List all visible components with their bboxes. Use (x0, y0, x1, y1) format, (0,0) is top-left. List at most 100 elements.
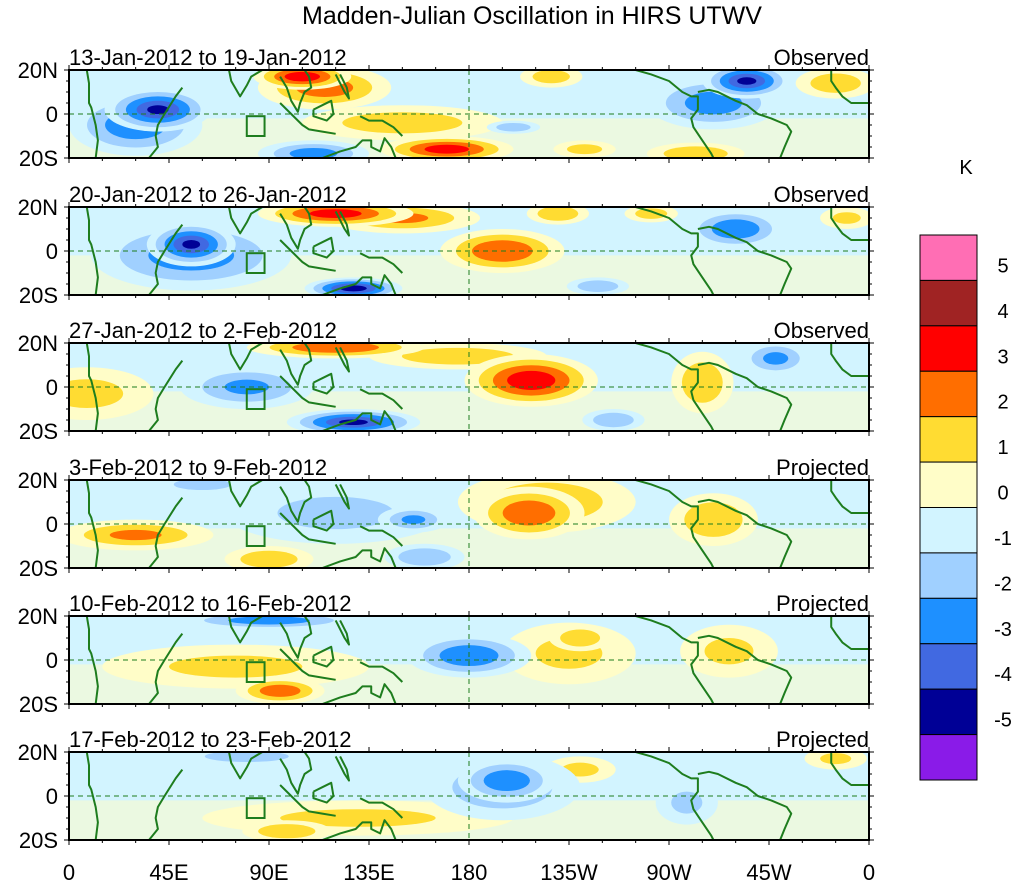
anomaly-contour (577, 280, 619, 292)
anomaly-contour (224, 379, 269, 395)
anomaly-contour (671, 791, 703, 814)
panel-status: Projected (776, 591, 869, 616)
map-panel: 20N 0 20S 13-Jan-2012 to 19-Jan-2012 Observe… (18, 45, 874, 171)
coastline (635, 752, 715, 840)
coastline (321, 819, 397, 840)
anomaly-contour (507, 370, 556, 390)
anomaly-contour (820, 753, 852, 765)
y-tick-label: 0 (46, 648, 58, 673)
coastline (334, 73, 350, 100)
coastline (321, 410, 397, 431)
anomaly-contour (401, 347, 514, 365)
panel-status: Observed (774, 182, 869, 207)
colorbar-tick-label: 4 (997, 301, 1008, 323)
coastline (635, 207, 715, 295)
colorbar-swatch (919, 279, 978, 327)
map-panel: 20N 0 20S 3-Feb-2012 to 9-Feb-2012 Projected (18, 455, 874, 581)
coastline (279, 480, 313, 523)
y-tick-label: 0 (46, 239, 58, 264)
y-tick-label: 0 (46, 375, 58, 400)
coastline (830, 616, 869, 650)
anomaly-contour (284, 71, 321, 82)
colorbar-swatch (919, 643, 978, 690)
coastline (85, 70, 99, 158)
coastline (279, 70, 313, 113)
panels: 20N 0 20S 13-Jan-2012 to 19-Jan-2012 Observe… (18, 45, 874, 853)
anomaly-contour (69, 379, 124, 408)
coastline (85, 343, 99, 431)
coastline (85, 480, 99, 568)
coastline (228, 480, 263, 508)
colorbar-tick-label: -4 (994, 664, 1012, 686)
coastline (321, 683, 397, 704)
colorbar-tick-label: 1 (997, 437, 1008, 459)
anomaly-contour (832, 212, 861, 224)
reference-box (245, 252, 266, 274)
x-tick-label: 90E (249, 860, 288, 885)
y-tick-label: 20S (19, 828, 58, 853)
coastline (148, 496, 184, 568)
anomaly-contour (173, 480, 231, 491)
coastline (85, 207, 99, 295)
coastline (830, 343, 869, 377)
anomaly-contour (424, 144, 469, 154)
coastline (279, 784, 336, 817)
colorbar-tick-label: 5 (997, 255, 1008, 277)
coastline (228, 70, 263, 98)
panel-period: 3-Feb-2012 to 9-Feb-2012 (69, 455, 327, 480)
coastline (635, 343, 715, 431)
y-tick-label: 20N (18, 331, 58, 356)
coastline (148, 632, 184, 704)
coastline (334, 483, 350, 510)
coastline (830, 480, 869, 514)
anomaly-contour (560, 629, 601, 647)
coastline (321, 137, 397, 158)
anomaly-field (69, 616, 869, 704)
x-tick-label: 45W (746, 860, 791, 885)
colorbar-swatch (919, 370, 978, 418)
coastline (334, 619, 350, 646)
anomaly-contour (737, 77, 757, 85)
coastline (830, 207, 869, 241)
panel-status: Observed (774, 318, 869, 343)
y-tick-label: 20S (19, 146, 58, 171)
coastline (228, 343, 263, 371)
coastline (279, 648, 336, 681)
colorbar-units: K (959, 157, 973, 179)
anomaly-contour (810, 73, 861, 93)
anomaly-field (69, 70, 869, 158)
reference-box (245, 525, 266, 548)
coastline (359, 797, 404, 819)
colorbar-swatch (919, 234, 978, 281)
anomaly-contour (147, 105, 169, 114)
coastline (279, 512, 336, 545)
map-panel: 20N 0 20S 17-Feb-2012 to 23-Feb-2012 Project… (18, 727, 874, 853)
x-axis: 0 45E 90E 135E 180 135W 90W 45W 0 (63, 860, 875, 885)
coastline (148, 86, 184, 158)
anomaly-contour (169, 655, 303, 678)
anomaly-contour (289, 147, 338, 158)
panel-period: 27-Jan-2012 to 2-Feb-2012 (69, 318, 337, 343)
anomaly-contour (204, 752, 289, 762)
coastline (148, 768, 184, 840)
x-tick-label: 0 (63, 860, 75, 885)
coastline (148, 223, 184, 295)
anomaly-contour (711, 219, 760, 239)
anomaly-contour (258, 824, 316, 839)
anomaly-contour (704, 638, 754, 665)
y-tick-label: 20N (18, 740, 58, 765)
colorbar-swatch (919, 507, 978, 554)
anomaly-contour (502, 500, 556, 526)
y-tick-label: 20S (19, 692, 58, 717)
anomaly-contour (228, 616, 310, 625)
y-tick-label: 20S (19, 419, 58, 444)
colorbar-swatch (919, 461, 978, 509)
coastline (830, 70, 869, 104)
x-tick-label: 45E (149, 860, 188, 885)
panel-period: 13-Jan-2012 to 19-Jan-2012 (69, 45, 347, 70)
coastline (635, 480, 715, 568)
coastline (359, 252, 404, 274)
colorbar-swatch (919, 734, 978, 781)
panel-period: 20-Jan-2012 to 26-Jan-2012 (69, 182, 347, 207)
anomaly-contour (398, 548, 451, 566)
